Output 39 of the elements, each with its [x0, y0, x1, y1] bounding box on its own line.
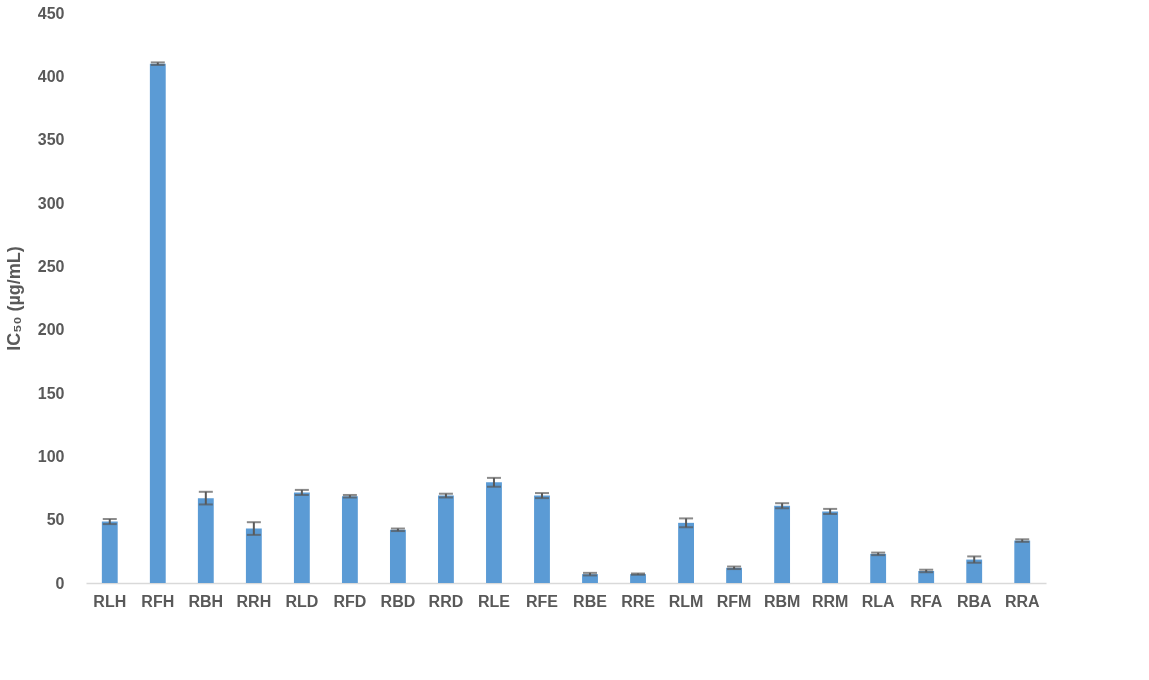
bar: [341, 496, 358, 583]
y-tick-label: 150: [37, 384, 65, 402]
bar: [1014, 540, 1031, 583]
x-tick-label: RLA: [861, 592, 896, 610]
x-tick-label: RLM: [668, 592, 704, 610]
bar: [389, 529, 406, 583]
y-tick-label: 250: [37, 257, 65, 275]
y-tick-label: 200: [37, 321, 65, 339]
x-tick-label: RRM: [811, 592, 849, 610]
x-tick-label: RBA: [956, 592, 992, 610]
y-tick-label: 400: [37, 67, 65, 85]
x-tick-label: RFM: [716, 592, 752, 610]
y-tick-label: 0: [55, 574, 65, 592]
y-tick-label: 50: [46, 511, 65, 529]
x-tick-label: RRH: [236, 592, 272, 610]
x-tick-label: RFA: [910, 592, 943, 610]
bar: [245, 528, 262, 583]
bar: [486, 482, 502, 583]
x-tick-label: RBD: [380, 592, 416, 610]
x-tick-label: RRD: [428, 592, 464, 610]
x-tick-label: RBM: [763, 592, 801, 610]
x-tick-label: RLH: [93, 592, 127, 610]
x-tick-label: RRE: [621, 592, 656, 610]
y-axis-title: IC₅₀ (µg/mL): [3, 246, 24, 351]
x-tick-label: RLD: [285, 592, 319, 610]
x-tick-label: RBH: [188, 592, 224, 610]
x-tick-label: RFE: [525, 592, 559, 610]
y-tick-label: 300: [37, 194, 65, 212]
x-tick-label: RFD: [333, 592, 367, 610]
bar: [197, 498, 214, 583]
x-tick-label: RLE: [477, 592, 511, 610]
bar: [870, 553, 887, 583]
x-tick-label: RRA: [1004, 592, 1040, 610]
x-tick-label: RBE: [573, 592, 608, 610]
y-tick-label: 350: [37, 131, 65, 149]
bar: [149, 63, 166, 583]
x-tick-label: RFH: [141, 592, 175, 610]
y-tick-label: 100: [37, 447, 65, 465]
y-tick-label: 450: [37, 4, 65, 22]
